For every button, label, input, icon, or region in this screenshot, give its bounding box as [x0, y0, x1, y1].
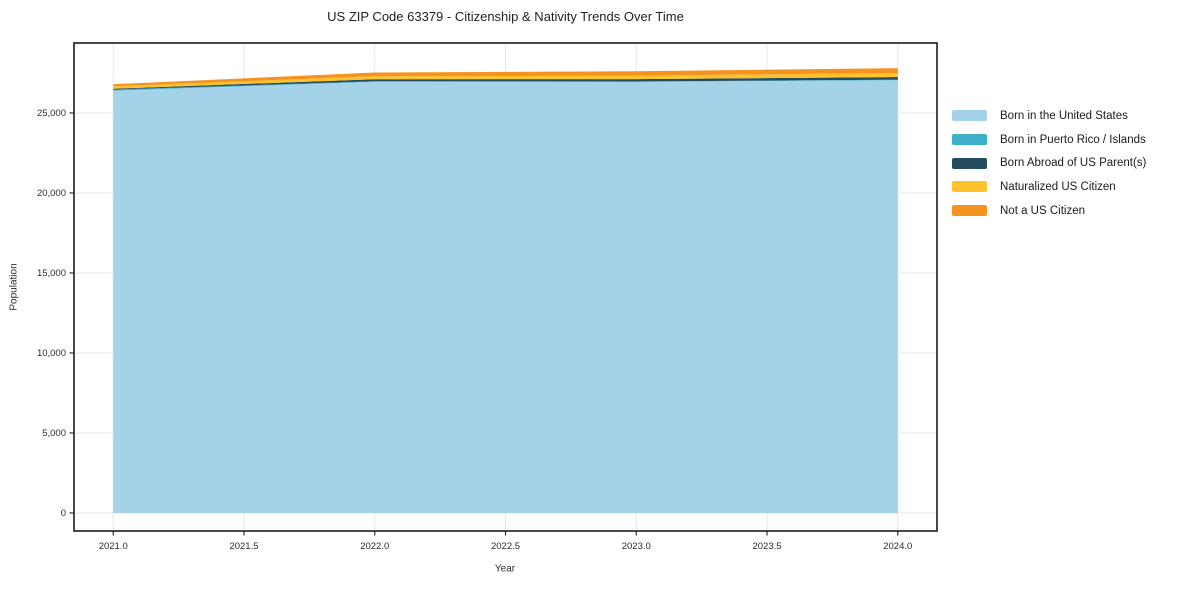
area-born-in-puerto-rico-islands: [113, 79, 898, 91]
y-tick-label: 25,000: [37, 108, 66, 119]
legend-item: Not a US Citizen: [952, 199, 1146, 223]
y-tick-label: 10,000: [37, 348, 66, 359]
legend-label: Born Abroad of US Parent(s): [1000, 157, 1147, 170]
x-tick-label: 2022.5: [491, 541, 520, 552]
legend-item: Born in Puerto Rico / Islands: [952, 128, 1146, 152]
legend-item: Naturalized US Citizen: [952, 175, 1146, 199]
area-not-a-us-citizen: [113, 68, 898, 87]
x-tick-label: 2023.5: [752, 541, 781, 552]
y-tick-label: 20,000: [37, 188, 66, 199]
x-tick-label: 2022.0: [360, 541, 389, 552]
legend-swatch-icon: [952, 205, 987, 217]
area-born-abroad-of-us-parent-s: [113, 77, 898, 90]
y-tick-label: 15,000: [37, 268, 66, 279]
legend-item: Born in the United States: [952, 104, 1146, 128]
legend-item: Born Abroad of US Parent(s): [952, 151, 1146, 175]
area-born-in-the-united-states: [113, 80, 898, 513]
legend: Born in the United States Born in Puerto …: [952, 104, 1146, 222]
chart-title: US ZIP Code 63379 - Citizenship & Nativi…: [327, 9, 684, 24]
x-tick-label: 2021.0: [99, 541, 128, 552]
legend-label: Born in Puerto Rico / Islands: [1000, 133, 1146, 146]
legend-label: Naturalized US Citizen: [1000, 180, 1116, 193]
y-tick-label: 0: [61, 508, 66, 519]
legend-swatch-icon: [952, 134, 987, 146]
area-naturalized-us-citizen: [113, 73, 898, 89]
legend-label: Born in the United States: [1000, 109, 1128, 122]
legend-swatch-icon: [952, 181, 987, 193]
y-tick-label: 5,000: [42, 428, 66, 439]
legend-swatch-icon: [952, 110, 987, 122]
legend-label: Not a US Citizen: [1000, 204, 1086, 217]
y-axis-label: Population: [8, 263, 20, 311]
x-axis-label: Year: [494, 563, 516, 575]
legend-swatch-icon: [952, 157, 987, 169]
x-tick-label: 2024.0: [883, 541, 912, 552]
x-tick-label: 2021.5: [229, 541, 258, 552]
x-tick-label: 2023.0: [622, 541, 651, 552]
